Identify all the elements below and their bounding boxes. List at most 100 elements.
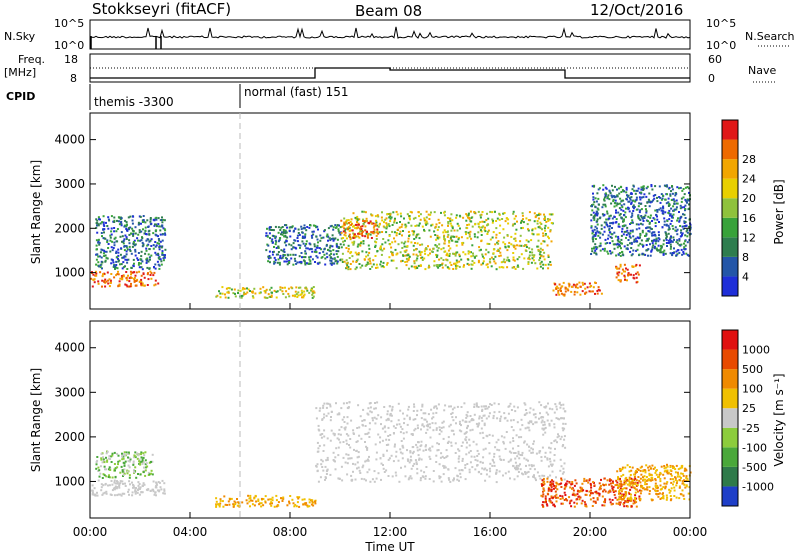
echo-cell — [476, 449, 479, 452]
echo-cell — [532, 464, 535, 467]
echo-cell — [466, 262, 469, 265]
echo-cell — [144, 221, 147, 224]
echo-cell — [391, 408, 394, 411]
echo-cell — [638, 202, 641, 205]
echo-cell — [609, 236, 612, 239]
echo-cell — [319, 234, 322, 237]
echo-cell — [591, 232, 594, 235]
echo-cell — [638, 495, 641, 498]
echo-cell — [543, 251, 546, 254]
echo-cell — [111, 452, 114, 455]
echo-cell — [125, 225, 128, 228]
echo-cell — [362, 242, 365, 245]
echo-cell — [159, 229, 162, 232]
echo-cell — [612, 482, 614, 485]
echo-cell — [271, 238, 274, 241]
echo-cell — [163, 492, 166, 495]
echo-cell — [532, 255, 535, 258]
echo-cell — [416, 472, 419, 475]
echo-cell — [354, 268, 357, 271]
echo-cell — [547, 488, 550, 491]
echo-cell — [677, 249, 680, 252]
echo-cell — [423, 217, 426, 220]
echo-cell — [624, 270, 626, 273]
echo-cell — [586, 286, 589, 289]
echo-cell — [654, 466, 656, 469]
echo-cell — [302, 236, 305, 239]
echo-cell — [329, 225, 332, 228]
echo-cell — [576, 502, 578, 505]
echo-cell — [358, 218, 361, 221]
echo-cell — [595, 246, 598, 249]
echo-cell — [127, 285, 130, 288]
echo-cell — [308, 226, 311, 229]
echo-cell — [245, 499, 248, 502]
echo-cell — [597, 231, 600, 234]
echo-cell — [637, 223, 640, 226]
echo-cell — [469, 429, 472, 432]
echo-cell — [659, 480, 662, 483]
echo-cell — [441, 262, 444, 265]
echo-cell — [423, 257, 426, 260]
echo-cell — [233, 288, 236, 291]
echo-cell — [645, 187, 648, 190]
echo-cell — [675, 482, 678, 484]
echo-cell — [671, 192, 674, 195]
echo-cell — [686, 477, 689, 480]
echo-cell — [648, 492, 651, 495]
echo-cell — [443, 457, 446, 459]
echo-cell — [277, 251, 280, 253]
echo-cell — [384, 430, 387, 433]
echo-cell — [292, 242, 295, 245]
echo-cell — [622, 209, 625, 212]
echo-cell — [555, 405, 558, 408]
echo-cell — [675, 464, 678, 467]
echo-cell — [352, 232, 355, 235]
echo-cell — [419, 254, 422, 256]
echo-cell — [597, 286, 600, 289]
echo-cell — [414, 225, 417, 227]
echo-cell — [528, 247, 531, 250]
echo-cell — [637, 244, 640, 247]
colorbar-segment — [722, 198, 738, 218]
echo-cell — [101, 477, 104, 479]
echo-cell — [114, 475, 117, 478]
echo-cell — [374, 224, 377, 227]
echo-cell — [455, 267, 458, 270]
echo-cell — [544, 499, 547, 502]
echo-cell — [364, 225, 367, 228]
echo-cell — [141, 241, 144, 244]
echo-cell — [628, 466, 631, 468]
echo-cell — [105, 475, 108, 478]
echo-cell — [615, 502, 618, 505]
echo-cell — [597, 197, 600, 200]
echo-cell — [346, 422, 349, 425]
echo-cell — [606, 250, 609, 253]
echo-cell — [633, 206, 636, 208]
echo-cell — [517, 450, 520, 453]
echo-cell — [663, 470, 666, 473]
echo-cell — [402, 432, 405, 435]
echo-cell — [615, 276, 618, 279]
echo-cell — [381, 211, 383, 214]
echo-cell — [635, 223, 638, 226]
echo-cell — [161, 252, 164, 254]
echo-cell — [562, 471, 565, 474]
echo-cell — [345, 237, 348, 240]
echo-cell — [564, 286, 567, 289]
echo-cell — [674, 476, 676, 479]
echo-cell — [426, 222, 429, 225]
echo-cell — [645, 244, 648, 246]
echo-cell — [640, 484, 642, 487]
echo-cell — [339, 441, 342, 444]
echo-cell — [590, 219, 593, 222]
echo-cell — [503, 436, 506, 439]
echo-cell — [260, 502, 263, 505]
echo-cell — [600, 478, 602, 481]
echo-cell — [611, 189, 614, 192]
echo-cell — [354, 235, 357, 238]
echo-cell — [113, 219, 116, 222]
echo-cell — [634, 488, 637, 491]
echo-cell — [534, 262, 537, 265]
echo-cell — [403, 242, 406, 245]
